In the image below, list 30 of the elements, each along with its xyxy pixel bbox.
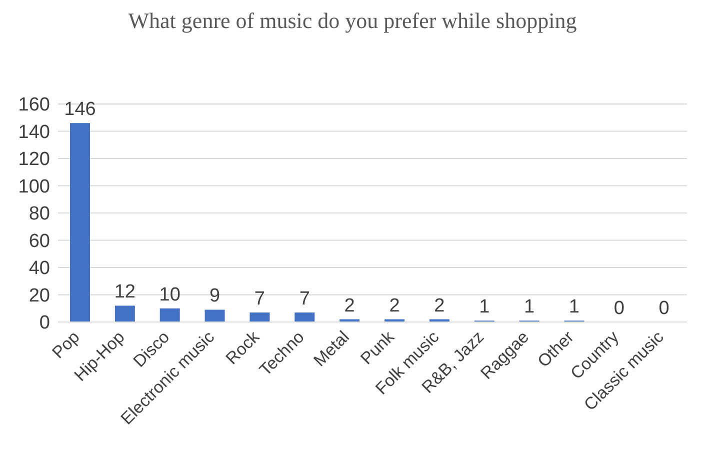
chart-title: What genre of music do you prefer while shopping	[127, 8, 578, 35]
bar	[294, 312, 315, 322]
data-label: 2	[344, 295, 355, 316]
bar	[160, 308, 180, 322]
bar	[70, 123, 90, 322]
y-tick-label: 120	[18, 149, 50, 170]
data-label: 7	[254, 288, 266, 310]
data-label: 2	[389, 295, 400, 316]
data-label: 0	[658, 298, 670, 319]
data-label: 1	[568, 296, 580, 318]
y-tick-label: 40	[28, 258, 50, 280]
data-label: 9	[209, 286, 220, 307]
y-tick-label: 60	[28, 230, 50, 252]
data-label: 12	[114, 282, 136, 303]
bar	[250, 312, 270, 322]
y-tick-label: 0	[39, 312, 50, 334]
y-tick-label: 20	[28, 285, 50, 306]
data-label: 1	[524, 296, 535, 318]
data-label: 0	[614, 298, 624, 319]
y-tick-label: 80	[28, 204, 50, 225]
bar	[114, 306, 135, 322]
y-tick-label: 100	[18, 176, 50, 198]
y-tick-label: 160	[18, 94, 50, 116]
bar	[204, 310, 225, 322]
data-label: 2	[434, 295, 445, 316]
data-label: 1	[479, 296, 490, 318]
data-label: 146	[64, 99, 96, 120]
y-tick-label: 140	[18, 122, 50, 143]
data-label: 7	[299, 288, 310, 310]
data-label: 10	[159, 284, 180, 306]
